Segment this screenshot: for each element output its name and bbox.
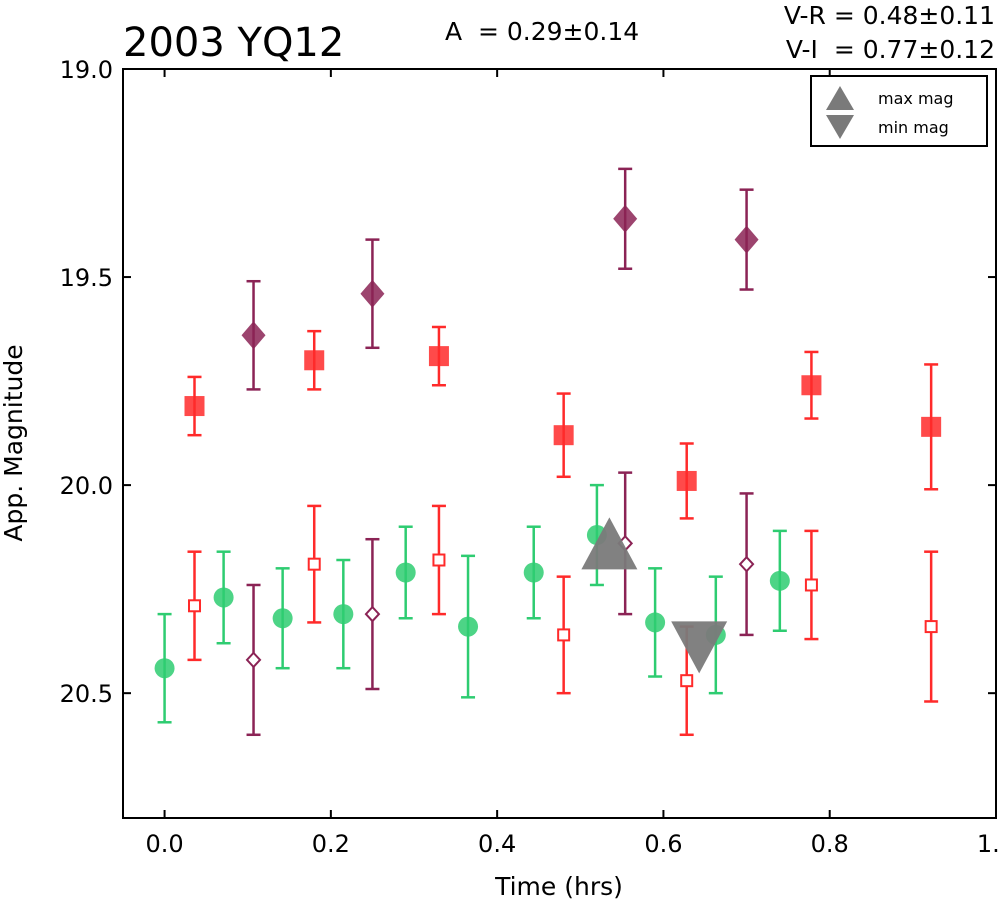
data-point-circle-filled [523, 562, 544, 583]
data-point-circle-filled [395, 562, 416, 583]
data-point-diamond-filled [613, 204, 638, 233]
data-point-square-filled [801, 375, 822, 396]
v-i-color-annotation: V-I = 0.77±0.12 [786, 35, 995, 64]
series-square-filled [184, 325, 942, 520]
data-point-square-open [924, 620, 938, 634]
data-point-circle-filled [272, 608, 293, 629]
y-tick-label: 19.0 [60, 56, 113, 84]
data-point-square-filled [304, 350, 325, 371]
max-mag-marker [581, 517, 638, 570]
data-point-diamond-filled [734, 225, 759, 254]
y-tick-label: 20.0 [60, 472, 113, 500]
plot-area [154, 167, 942, 737]
series-diamond-filled [241, 167, 759, 391]
data-point-diamond-open [245, 651, 262, 669]
x-tick-label: 0.2 [312, 830, 350, 858]
x-tick-label: 0.6 [644, 830, 682, 858]
legend-max-mag-label: max mag [878, 89, 954, 108]
data-point-circle-filled [645, 612, 666, 633]
legend-min-mag-label: min mag [878, 118, 949, 137]
legend: max mag min mag [810, 75, 988, 147]
series-diamond-open [245, 471, 755, 737]
data-point-square-filled [428, 346, 449, 367]
data-point-circle-filled [458, 616, 479, 637]
data-point-circle-filled [213, 587, 234, 608]
amplitude-annotation: A = 0.29±0.14 [445, 17, 639, 46]
y-axis-label: App. Magnitude [0, 344, 28, 541]
plot-frame [122, 68, 997, 819]
data-point-diamond-open [364, 605, 381, 623]
data-point-circle-filled [154, 658, 175, 679]
x-tick-label: 1.0 [977, 830, 1000, 858]
x-axis-label: Time (hrs) [494, 872, 623, 900]
chart-title: 2003 YQ12 [123, 20, 344, 66]
data-point-square-filled [676, 470, 697, 491]
data-point-square-filled [553, 425, 574, 446]
min-mag-marker [671, 621, 728, 674]
series-circle-filled [154, 483, 790, 724]
x-tick-label: 0.4 [478, 830, 516, 858]
x-tick-label: 0.8 [811, 830, 849, 858]
data-point-diamond-filled [360, 279, 385, 308]
data-point-square-open [557, 628, 571, 642]
v-r-color-annotation: V-R = 0.48±0.11 [784, 1, 995, 30]
data-point-diamond-open [738, 555, 755, 573]
y-tick-label: 20.5 [60, 680, 113, 708]
data-point-diamond-filled [241, 321, 266, 350]
axis-ticks: 0.0 0.2 0.4 0.6 0.8 1.0 19.0 19.5 20.0 20.5 [60, 56, 1000, 858]
data-point-square-open [680, 674, 694, 688]
data-point-square-open [188, 599, 202, 613]
data-point-circle-filled [769, 570, 790, 591]
min-mag-legend-icon [826, 115, 854, 139]
max-mag-legend-icon [826, 86, 854, 110]
data-point-square-filled [921, 416, 942, 437]
data-point-square-open [804, 578, 818, 592]
data-point-square-open [307, 557, 321, 571]
series-square-open [187, 504, 939, 737]
x-tick-label: 0.0 [145, 830, 183, 858]
y-tick-label: 19.5 [60, 264, 113, 292]
data-point-square-filled [184, 396, 205, 417]
data-point-square-open [432, 553, 446, 567]
data-point-circle-filled [333, 604, 354, 625]
